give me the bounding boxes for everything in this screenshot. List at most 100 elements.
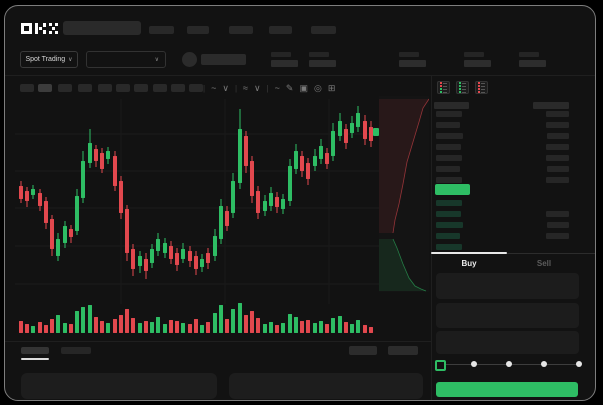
- search-input[interactable]: [63, 21, 141, 35]
- ask-row-price: [436, 166, 460, 172]
- timeframe-button[interactable]: [98, 84, 112, 92]
- ask-row-price: [436, 177, 462, 183]
- header-divider: [5, 75, 595, 76]
- chevron-down-icon: ∨: [154, 57, 159, 63]
- draw-tool-icon[interactable]: ✎: [285, 82, 294, 93]
- settings-icon[interactable]: ◎: [313, 82, 322, 93]
- ask-row-price: [436, 111, 462, 117]
- bid-row-price: [436, 233, 460, 239]
- timeframe-button[interactable]: [189, 84, 203, 92]
- last-price-tag: [373, 128, 379, 136]
- orderbook-col-header: [533, 102, 569, 109]
- bottom-divider: [5, 341, 431, 342]
- total-field[interactable]: [436, 331, 579, 354]
- orderbook-last-price: [435, 184, 470, 195]
- ask-row-amount: [546, 177, 569, 183]
- bottom-active-tab-indicator: [21, 358, 49, 360]
- stat-label-placeholder: [271, 52, 291, 57]
- bottom-button-placeholder[interactable]: [388, 346, 418, 355]
- ask-row-price: [436, 133, 463, 139]
- stat-value-placeholder: [464, 60, 491, 67]
- timeframe-button[interactable]: [78, 84, 92, 92]
- timeframe-button[interactable]: [134, 84, 148, 92]
- active-tab-indicator: [431, 252, 507, 254]
- stat-value-placeholder: [399, 60, 426, 67]
- ask-row-amount: [547, 133, 569, 139]
- ask-row-amount: [546, 155, 569, 161]
- book-both-icon[interactable]: [437, 81, 450, 94]
- nav-item-placeholder[interactable]: [311, 26, 336, 34]
- ask-row-amount: [546, 122, 569, 128]
- timeframe-button[interactable]: [153, 84, 167, 92]
- stat-label-placeholder: [464, 52, 484, 57]
- coin-avatar: [182, 52, 197, 67]
- pair-selector-dropdown[interactable]: ∨: [86, 51, 166, 68]
- app-window: Spot Trading ∨ ∨ | ~ ∨ | ≈ ∨ | ~ ✎ ▣ ◎ ⊞ Buy Sell: [4, 5, 596, 401]
- line-tool-icon[interactable]: ~: [274, 83, 280, 93]
- amount-field[interactable]: [436, 303, 579, 328]
- slider-stop[interactable]: [541, 361, 547, 367]
- bottom-tab-placeholder[interactable]: [21, 347, 49, 354]
- depth-chart: [379, 96, 429, 292]
- ask-row-price: [436, 122, 460, 128]
- orderbook-view-toggles: [437, 81, 488, 94]
- timeframe-button[interactable]: [38, 84, 52, 92]
- side-tabs-divider: [431, 253, 595, 254]
- ask-row-price: [436, 155, 462, 161]
- screenshot-icon[interactable]: ▣: [299, 82, 308, 93]
- timeframe-button[interactable]: [116, 84, 130, 92]
- book-asks-icon[interactable]: [475, 81, 488, 94]
- bottom-panel-placeholder: [21, 373, 217, 399]
- slider-stop[interactable]: [471, 361, 477, 367]
- tab-buy[interactable]: Buy: [461, 259, 477, 268]
- okx-logo[interactable]: [21, 23, 58, 34]
- buy-submit-button[interactable]: [436, 382, 578, 397]
- ask-row-amount: [547, 166, 569, 172]
- chevron-down-icon: ∨: [68, 57, 73, 63]
- stat-label-placeholder: [519, 52, 539, 57]
- stat-value-placeholder: [519, 60, 546, 67]
- chevron-down-icon[interactable]: ∨: [222, 82, 229, 93]
- nav-item-placeholder[interactable]: [269, 26, 292, 34]
- pair-name-placeholder: [201, 54, 246, 65]
- market-type-label: Spot Trading: [25, 56, 66, 63]
- fullscreen-icon[interactable]: ⊞: [327, 82, 336, 93]
- slider-stop[interactable]: [506, 361, 512, 367]
- tab-sell[interactable]: Sell: [536, 259, 552, 268]
- bid-row-price: [436, 211, 461, 217]
- orderbook-col-header: [434, 102, 469, 109]
- stat-value-placeholder: [309, 60, 336, 67]
- bottom-button-placeholder[interactable]: [349, 346, 377, 355]
- bid-row-amount: [547, 222, 569, 228]
- bid-row-price: [436, 244, 462, 250]
- bid-row-price: [436, 222, 463, 228]
- nav-item-placeholder[interactable]: [229, 26, 253, 34]
- stat-label-placeholder: [399, 52, 419, 57]
- chevron-down-icon[interactable]: ∨: [253, 82, 261, 93]
- bid-row-price: [436, 200, 462, 206]
- book-bids-icon[interactable]: [456, 81, 469, 94]
- divider: |: [266, 83, 269, 93]
- ask-row-amount: [546, 144, 569, 150]
- chart-type-icon[interactable]: ~: [211, 83, 217, 93]
- bid-row-amount: [546, 211, 569, 217]
- bottom-tab-placeholder[interactable]: [61, 347, 91, 354]
- indicators-icon[interactable]: ≈: [243, 83, 248, 93]
- bottom-panel-placeholder: [229, 373, 423, 399]
- market-type-dropdown[interactable]: Spot Trading ∨: [20, 51, 78, 68]
- ask-row-amount: [546, 111, 569, 117]
- candlestick-chart[interactable]: [11, 89, 431, 341]
- chart-toolbar: | ~ ∨ | ≈ ∨ | ~ ✎ ▣ ◎ ⊞: [203, 82, 335, 94]
- panel-divider: [431, 76, 432, 400]
- stat-value-placeholder: [271, 60, 298, 67]
- nav-item-placeholder[interactable]: [187, 26, 209, 34]
- price-field[interactable]: [436, 273, 579, 299]
- bid-row-amount: [546, 233, 569, 239]
- timeframe-button[interactable]: [171, 84, 185, 92]
- timeframe-button[interactable]: [20, 84, 34, 92]
- divider: |: [234, 83, 238, 93]
- nav-item-placeholder[interactable]: [149, 26, 174, 34]
- slider-handle[interactable]: [435, 360, 446, 371]
- slider-stop[interactable]: [576, 361, 582, 367]
- timeframe-button[interactable]: [58, 84, 72, 92]
